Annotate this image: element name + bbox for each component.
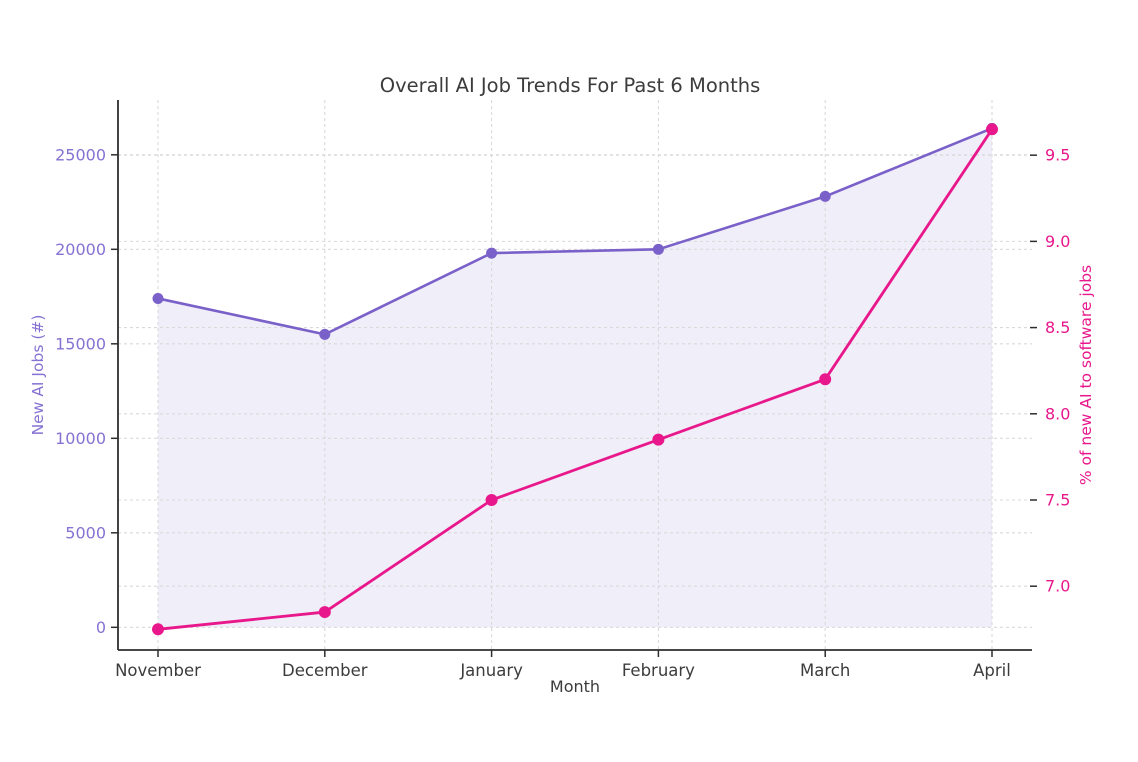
right-tick-label: 9.5 — [1045, 146, 1070, 165]
left-tick-label: 20000 — [55, 240, 106, 259]
left-axis-tick-labels: 0 5000 10000 15000 20000 25000 — [55, 145, 106, 637]
x-axis-title: Month — [549, 677, 601, 696]
data-point-series1-april — [986, 123, 998, 136]
month-tick-label: April — [973, 661, 1011, 680]
series-line-1 — [156, 127, 994, 631]
grid-layer — [118, 100, 1032, 650]
month-tick-label: January — [459, 661, 523, 680]
series-line-0 — [156, 127, 994, 336]
left-tick-label: 5000 — [65, 523, 106, 542]
right-tick-label: 7.0 — [1045, 577, 1070, 596]
data-point-series1-january — [485, 494, 498, 506]
left-tick-label: 25000 — [55, 145, 106, 164]
data-point-series1-november — [152, 623, 164, 636]
right-tick-label: 8.0 — [1045, 404, 1070, 423]
month-tick-label: February — [622, 661, 695, 680]
axes-spines — [117, 100, 1032, 651]
x-axis-tick-labels: November December January February March Apri… — [115, 661, 1011, 680]
data-point-series1-february — [652, 433, 665, 446]
right-tick-label: 9.0 — [1045, 232, 1070, 251]
right-tick-label: 7.5 — [1045, 491, 1070, 510]
data-point-series0-january — [486, 247, 498, 259]
month-tick-label: November — [115, 661, 201, 680]
tick-marks — [111, 154, 1037, 657]
data-point-series0-march — [819, 190, 831, 202]
area-fill-series-0 — [158, 128, 992, 628]
month-tick-label: December — [282, 661, 368, 680]
chart-title: Overall AI Job Trends For Past 6 Months — [379, 74, 761, 97]
data-point-series1-december — [318, 606, 331, 619]
month-tick-label: March — [800, 661, 850, 680]
left-tick-label: 10000 — [55, 429, 106, 448]
data-point-series0-december — [319, 328, 331, 340]
left-tick-label: 15000 — [55, 334, 106, 353]
data-point-series1-march — [819, 373, 832, 386]
right-axis-tick-labels: 7.0 7.5 8.0 8.5 9.0 9.5 — [1045, 146, 1070, 596]
data-point-series0-february — [652, 243, 664, 255]
left-tick-label: 0 — [96, 618, 106, 637]
right-tick-label: 8.5 — [1045, 318, 1070, 337]
data-point-series0-november — [152, 292, 164, 304]
